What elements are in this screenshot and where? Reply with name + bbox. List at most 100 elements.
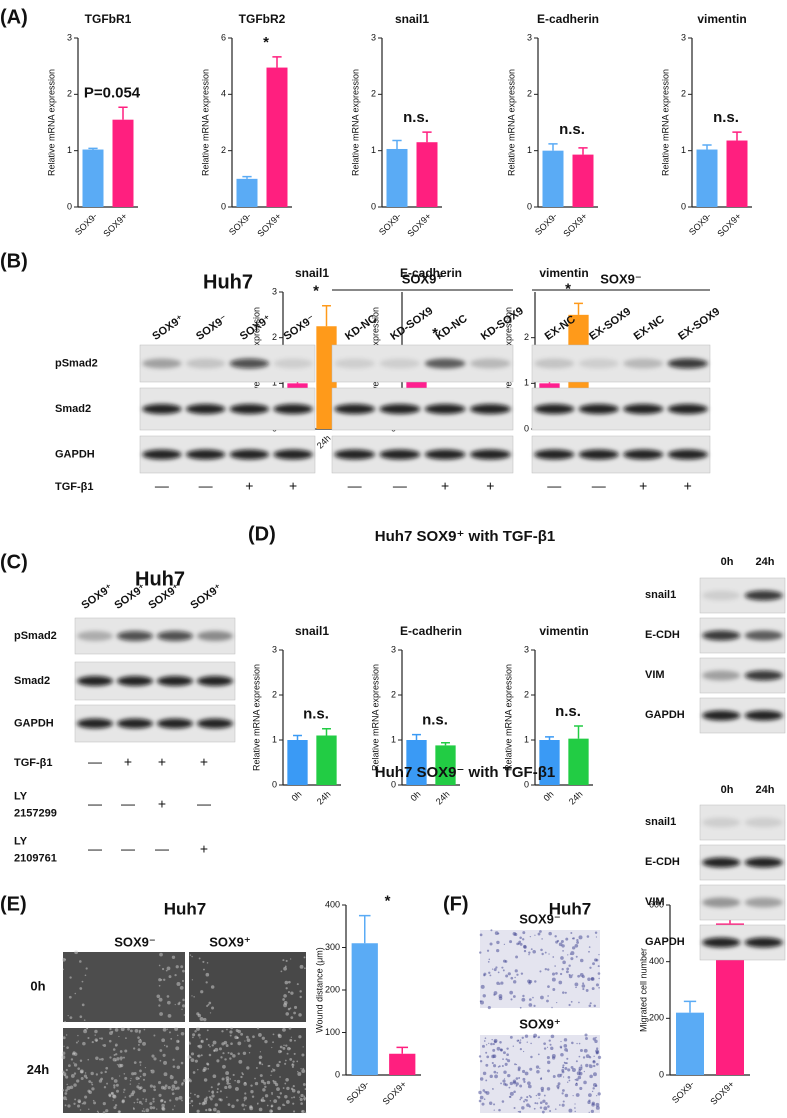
speckle [62, 1096, 67, 1101]
speckle [492, 1048, 496, 1052]
speckle [230, 1042, 233, 1046]
speckle [263, 1099, 266, 1102]
speckle [519, 1084, 523, 1088]
speckle [203, 1098, 208, 1102]
x-label-group: 24h [315, 433, 333, 451]
speckle [287, 1046, 291, 1051]
speckle [539, 1101, 543, 1105]
speckle [578, 1042, 581, 1045]
speckle [205, 972, 210, 977]
speckle [114, 1028, 119, 1032]
speckle [65, 1089, 68, 1092]
speckle [209, 1012, 212, 1014]
speckle [64, 958, 66, 961]
speckle [73, 1062, 75, 1064]
speckle [284, 1059, 287, 1062]
speckle [528, 953, 530, 956]
speckle [283, 994, 287, 998]
speckle [210, 1086, 213, 1089]
speckle [540, 995, 544, 1000]
speckle [64, 1074, 66, 1077]
speckle [580, 1064, 583, 1067]
speckle [158, 984, 161, 987]
speckle [584, 1033, 588, 1037]
speckle [299, 1097, 303, 1102]
speckle [117, 1110, 121, 1114]
column-label: SOX9⁺ [209, 934, 251, 949]
speckle [246, 1038, 251, 1042]
speckle [261, 1063, 264, 1066]
speckle [488, 958, 491, 961]
speckle [504, 1062, 508, 1066]
speckle [523, 1100, 526, 1103]
speckle [207, 1043, 210, 1046]
lane-label: KD-SOX9 [479, 305, 526, 343]
speckle [190, 1052, 195, 1056]
speckle [84, 1072, 87, 1074]
speckle [489, 974, 492, 977]
panel-label: (D) [248, 523, 276, 545]
blot-band [185, 449, 226, 460]
bar [386, 148, 408, 207]
speckle [172, 1065, 176, 1068]
speckle [496, 949, 500, 953]
speckle [199, 1037, 201, 1039]
speckle [258, 1107, 263, 1112]
x-tick-label: 24h [567, 789, 585, 807]
speckle [145, 1108, 150, 1113]
speckle [537, 932, 541, 936]
speckle [523, 949, 527, 953]
speckle [176, 1065, 181, 1070]
speckle [105, 1109, 109, 1113]
blot-band [702, 857, 741, 868]
speckle [546, 1056, 550, 1060]
speckle [231, 1104, 235, 1109]
time-label: 24h [756, 556, 775, 568]
speckle [556, 939, 560, 943]
speckle [568, 1003, 571, 1007]
speckle [289, 1038, 293, 1042]
blot-band [379, 358, 421, 369]
speckle [564, 1067, 568, 1071]
speckle [198, 1102, 201, 1105]
speckle [130, 1029, 133, 1033]
speckle [493, 1064, 497, 1068]
speckle [527, 1084, 532, 1089]
blot-band [142, 404, 182, 414]
speckle [570, 1065, 574, 1069]
speckle [176, 1034, 179, 1037]
x-tick-label: SOX9+ [101, 211, 129, 239]
group-header: SOX9⁺ [402, 271, 444, 286]
speckle [514, 976, 516, 979]
speckle [277, 1095, 281, 1099]
speckle [290, 1036, 293, 1038]
speckle [547, 985, 550, 988]
speckle [289, 958, 292, 960]
speckle [105, 1066, 109, 1070]
speckle [528, 998, 532, 1001]
speckle [285, 1012, 290, 1016]
speckle [282, 1087, 285, 1089]
speckle [165, 1045, 169, 1048]
speckle [250, 1084, 253, 1087]
speckle [595, 1036, 597, 1039]
error-bar [548, 143, 558, 151]
x-label-group: SOX9- [533, 211, 559, 237]
speckle [104, 1070, 107, 1074]
chart-title: snail1 [395, 12, 429, 26]
panel-label: (F) [443, 893, 469, 915]
speckle [528, 1094, 531, 1097]
x-tick-label: SOX9- [73, 211, 99, 237]
speckle [182, 998, 185, 1002]
speckle [79, 960, 82, 963]
speckle [156, 1108, 158, 1110]
speckle [212, 1090, 214, 1092]
speckle [124, 1076, 128, 1080]
speckle [282, 1027, 286, 1032]
speckle [482, 1071, 487, 1076]
treatment-sign: + [124, 754, 132, 770]
speckle [562, 1076, 565, 1078]
speckle [124, 1096, 127, 1099]
y-tick-label: 1 [67, 145, 72, 155]
y-label-group: Relative mRNA expression [46, 69, 56, 176]
